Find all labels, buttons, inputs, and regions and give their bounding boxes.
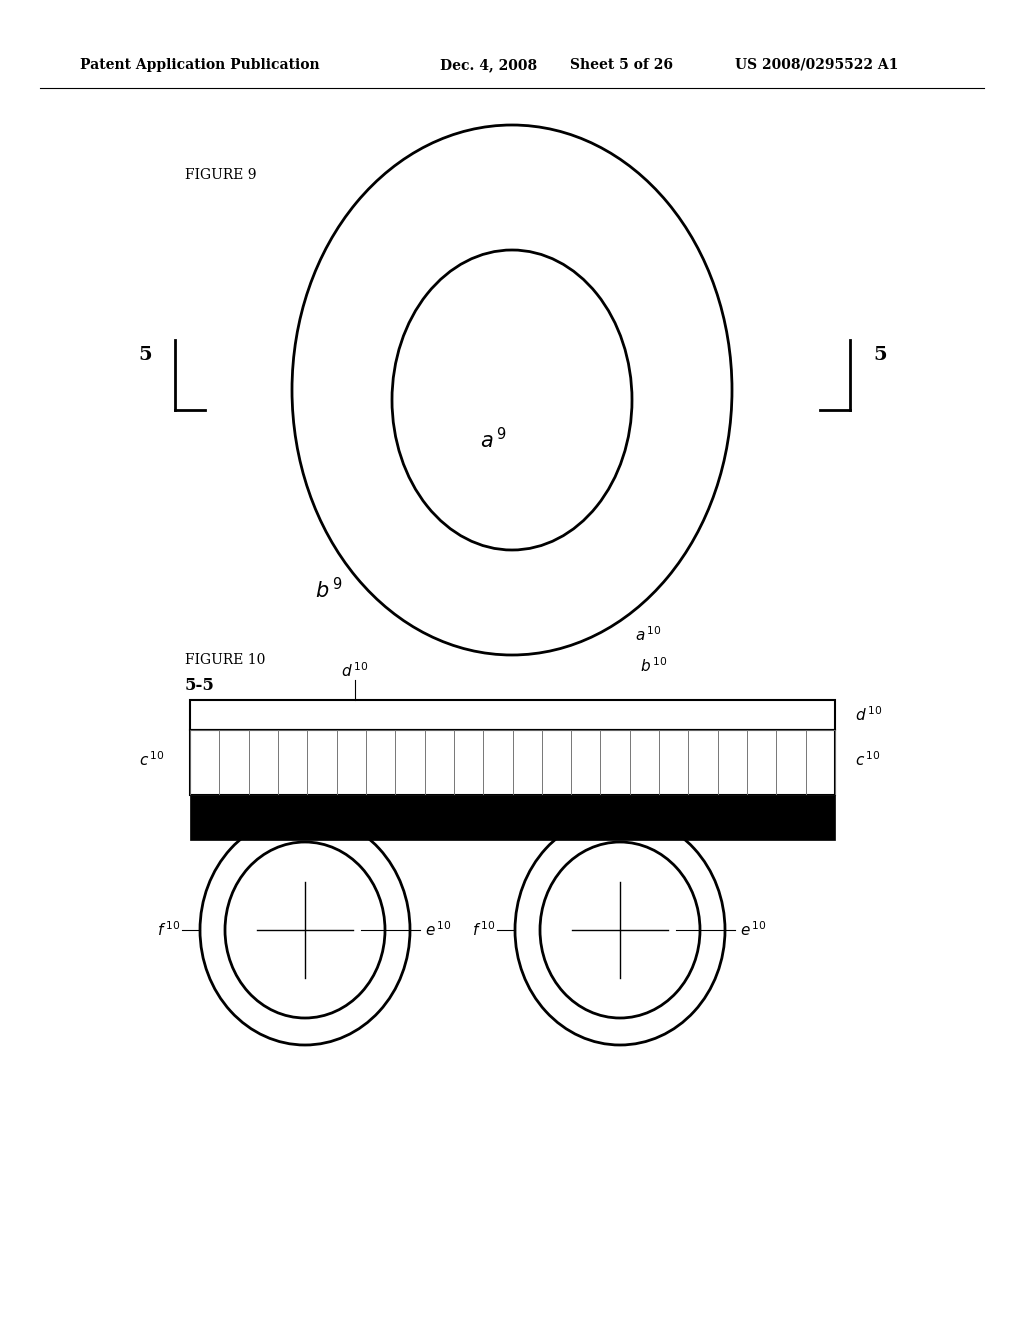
Text: $a^{\,10}$: $a^{\,10}$	[635, 626, 662, 644]
Text: Dec. 4, 2008: Dec. 4, 2008	[440, 58, 538, 73]
Bar	[190, 700, 835, 730]
Text: $d^{\,10}$: $d^{\,10}$	[855, 706, 883, 725]
Bar	[190, 730, 835, 795]
Text: $d^{\,10}$: $d^{\,10}$	[341, 661, 369, 680]
Bar	[512, 730, 542, 795]
Bar	[806, 730, 835, 795]
Bar	[600, 730, 630, 795]
Text: $e^{\,10}$: $e^{\,10}$	[425, 920, 452, 940]
Bar	[454, 730, 483, 795]
Bar	[659, 730, 688, 795]
Bar	[688, 730, 718, 795]
Text: $e^{\,10}$: $e^{\,10}$	[740, 920, 767, 940]
Bar	[190, 730, 219, 795]
Bar	[571, 730, 600, 795]
Text: Sheet 5 of 26: Sheet 5 of 26	[570, 58, 673, 73]
Text: Patent Application Publication: Patent Application Publication	[80, 58, 319, 73]
Text: FIGURE 10: FIGURE 10	[185, 653, 265, 667]
Bar	[425, 730, 454, 795]
Bar	[366, 730, 395, 795]
Text: FIGURE 9: FIGURE 9	[185, 168, 256, 182]
Bar	[219, 730, 249, 795]
Text: $a^{\,9}$: $a^{\,9}$	[480, 428, 507, 453]
Text: $c^{\,10}$: $c^{\,10}$	[855, 751, 881, 770]
Bar	[630, 730, 659, 795]
Text: $c^{\,10}$: $c^{\,10}$	[139, 751, 165, 770]
Bar	[278, 730, 307, 795]
Text: 5-5: 5-5	[185, 676, 215, 693]
Bar	[748, 730, 776, 795]
Text: US 2008/0295522 A1: US 2008/0295522 A1	[735, 58, 898, 73]
Text: $f^{\,10}$: $f^{\,10}$	[472, 920, 495, 940]
Text: $b^{\,9}$: $b^{\,9}$	[315, 577, 342, 603]
Bar	[307, 730, 337, 795]
Text: 5: 5	[138, 346, 152, 364]
Text: $b^{\,10}$: $b^{\,10}$	[640, 656, 668, 675]
Bar	[190, 795, 835, 840]
Bar	[776, 730, 806, 795]
Bar	[542, 730, 571, 795]
Bar	[395, 730, 425, 795]
Bar	[483, 730, 512, 795]
Bar	[249, 730, 278, 795]
Text: 5: 5	[873, 346, 887, 364]
Text: $f^{\,10}$: $f^{\,10}$	[157, 920, 180, 940]
Bar	[337, 730, 366, 795]
Bar	[718, 730, 748, 795]
